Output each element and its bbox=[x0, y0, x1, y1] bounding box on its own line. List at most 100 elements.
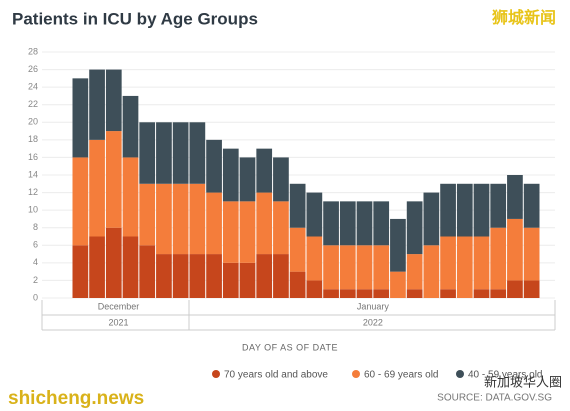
bar-segment bbox=[139, 245, 156, 298]
bar-segment bbox=[473, 183, 490, 237]
bar-segment bbox=[356, 245, 373, 290]
bar-segment bbox=[423, 245, 440, 298]
y-tick-label: 24 bbox=[28, 82, 38, 92]
bar-segment bbox=[356, 289, 373, 298]
y-tick-label: 18 bbox=[28, 134, 38, 144]
bar-segment bbox=[473, 289, 490, 298]
bar-segment bbox=[473, 236, 490, 290]
bar-segment bbox=[306, 280, 323, 298]
x-year-label: 2022 bbox=[363, 317, 383, 327]
x-axis-title: DAY OF AS OF DATE bbox=[242, 342, 338, 352]
y-tick-label: 6 bbox=[33, 240, 38, 250]
bar-segment bbox=[339, 289, 356, 298]
bar-segment bbox=[273, 254, 289, 298]
legend-label: 40 - 59 years old bbox=[468, 370, 543, 381]
bar-segment bbox=[406, 201, 423, 255]
bar-segment bbox=[289, 227, 306, 272]
bar-segment bbox=[356, 201, 373, 246]
y-tick-label: 22 bbox=[28, 99, 38, 109]
bar-segment bbox=[239, 157, 256, 202]
bar-segment bbox=[440, 183, 456, 237]
bar-segment bbox=[172, 183, 189, 255]
bar-segment bbox=[222, 201, 239, 263]
bar-segment bbox=[72, 245, 89, 298]
bar-segment bbox=[306, 192, 323, 237]
bar-segment bbox=[289, 183, 306, 228]
legend-marker bbox=[456, 370, 464, 378]
bar-segment bbox=[306, 236, 323, 281]
bar-segment bbox=[206, 139, 222, 193]
bar-segment bbox=[72, 78, 89, 158]
bar-segment bbox=[189, 183, 206, 255]
y-tick-label: 20 bbox=[28, 117, 38, 127]
bar-segment bbox=[156, 254, 172, 298]
watermark: shicheng.news bbox=[8, 388, 144, 409]
bar-segment bbox=[273, 201, 289, 255]
bar-segment bbox=[490, 183, 507, 228]
bar-segment bbox=[440, 236, 456, 290]
bar-segment bbox=[507, 175, 523, 219]
bar-segment bbox=[373, 201, 390, 246]
bar-segment bbox=[222, 262, 239, 298]
bar-segment bbox=[122, 95, 139, 158]
bar-segment bbox=[456, 236, 473, 298]
bar-segment bbox=[456, 183, 473, 237]
bar-segment bbox=[239, 201, 256, 263]
bar-segment bbox=[406, 289, 423, 298]
legend-label: 60 - 69 years old bbox=[364, 370, 439, 381]
y-tick-label: 16 bbox=[28, 152, 38, 162]
chart-title: Patients in ICU by Age Groups bbox=[12, 9, 258, 28]
bar-segment bbox=[373, 289, 390, 298]
bar-segment bbox=[139, 122, 156, 184]
bar-segment bbox=[289, 271, 306, 298]
bar-segment bbox=[523, 280, 540, 298]
bar-segment bbox=[172, 122, 189, 184]
bar-segment bbox=[156, 183, 172, 255]
bar-segment bbox=[490, 289, 507, 298]
y-tick-label: 12 bbox=[28, 187, 38, 197]
legend-label: 70 years old and above bbox=[224, 370, 328, 381]
y-tick-label: 28 bbox=[28, 46, 38, 56]
x-month-label: December bbox=[98, 301, 140, 311]
watermark: 新加坡华人圈 bbox=[484, 374, 562, 389]
bar-segment bbox=[273, 157, 289, 202]
bar-segment bbox=[256, 254, 273, 298]
bar-segment bbox=[323, 245, 339, 290]
bar-segment bbox=[156, 122, 172, 184]
bar-segment bbox=[122, 236, 139, 298]
bar-segment bbox=[105, 227, 122, 298]
bar-segment bbox=[339, 201, 356, 246]
y-tick-label: 26 bbox=[28, 64, 38, 74]
bar-segment bbox=[256, 192, 273, 255]
bar-segment bbox=[189, 122, 206, 184]
bar-segment bbox=[390, 218, 406, 272]
y-tick-label: 10 bbox=[28, 205, 38, 215]
bar-segment bbox=[523, 227, 540, 281]
y-tick-label: 0 bbox=[33, 292, 38, 302]
bar-segment bbox=[206, 254, 222, 298]
legend-marker bbox=[212, 370, 220, 378]
bar-segment bbox=[440, 289, 456, 298]
bar-segment bbox=[105, 69, 122, 132]
y-tick-label: 8 bbox=[33, 222, 38, 232]
bar-segment bbox=[239, 262, 256, 298]
bar-segment bbox=[89, 69, 105, 140]
bar-segment bbox=[507, 280, 523, 298]
bar-segment bbox=[206, 192, 222, 255]
bar-segment bbox=[139, 183, 156, 246]
bar-segment bbox=[256, 148, 273, 193]
bar-segment bbox=[373, 245, 390, 290]
y-tick-label: 14 bbox=[28, 169, 38, 179]
bar-segment bbox=[339, 245, 356, 290]
legend-marker bbox=[352, 370, 360, 378]
bar-segment bbox=[122, 157, 139, 237]
bar-segment bbox=[172, 254, 189, 298]
bar-segment bbox=[423, 192, 440, 246]
bar-segment bbox=[507, 218, 523, 281]
bar-segment bbox=[105, 131, 122, 228]
bar-segment bbox=[89, 139, 105, 237]
y-tick-label: 2 bbox=[33, 275, 38, 285]
bar-segment bbox=[89, 236, 105, 298]
